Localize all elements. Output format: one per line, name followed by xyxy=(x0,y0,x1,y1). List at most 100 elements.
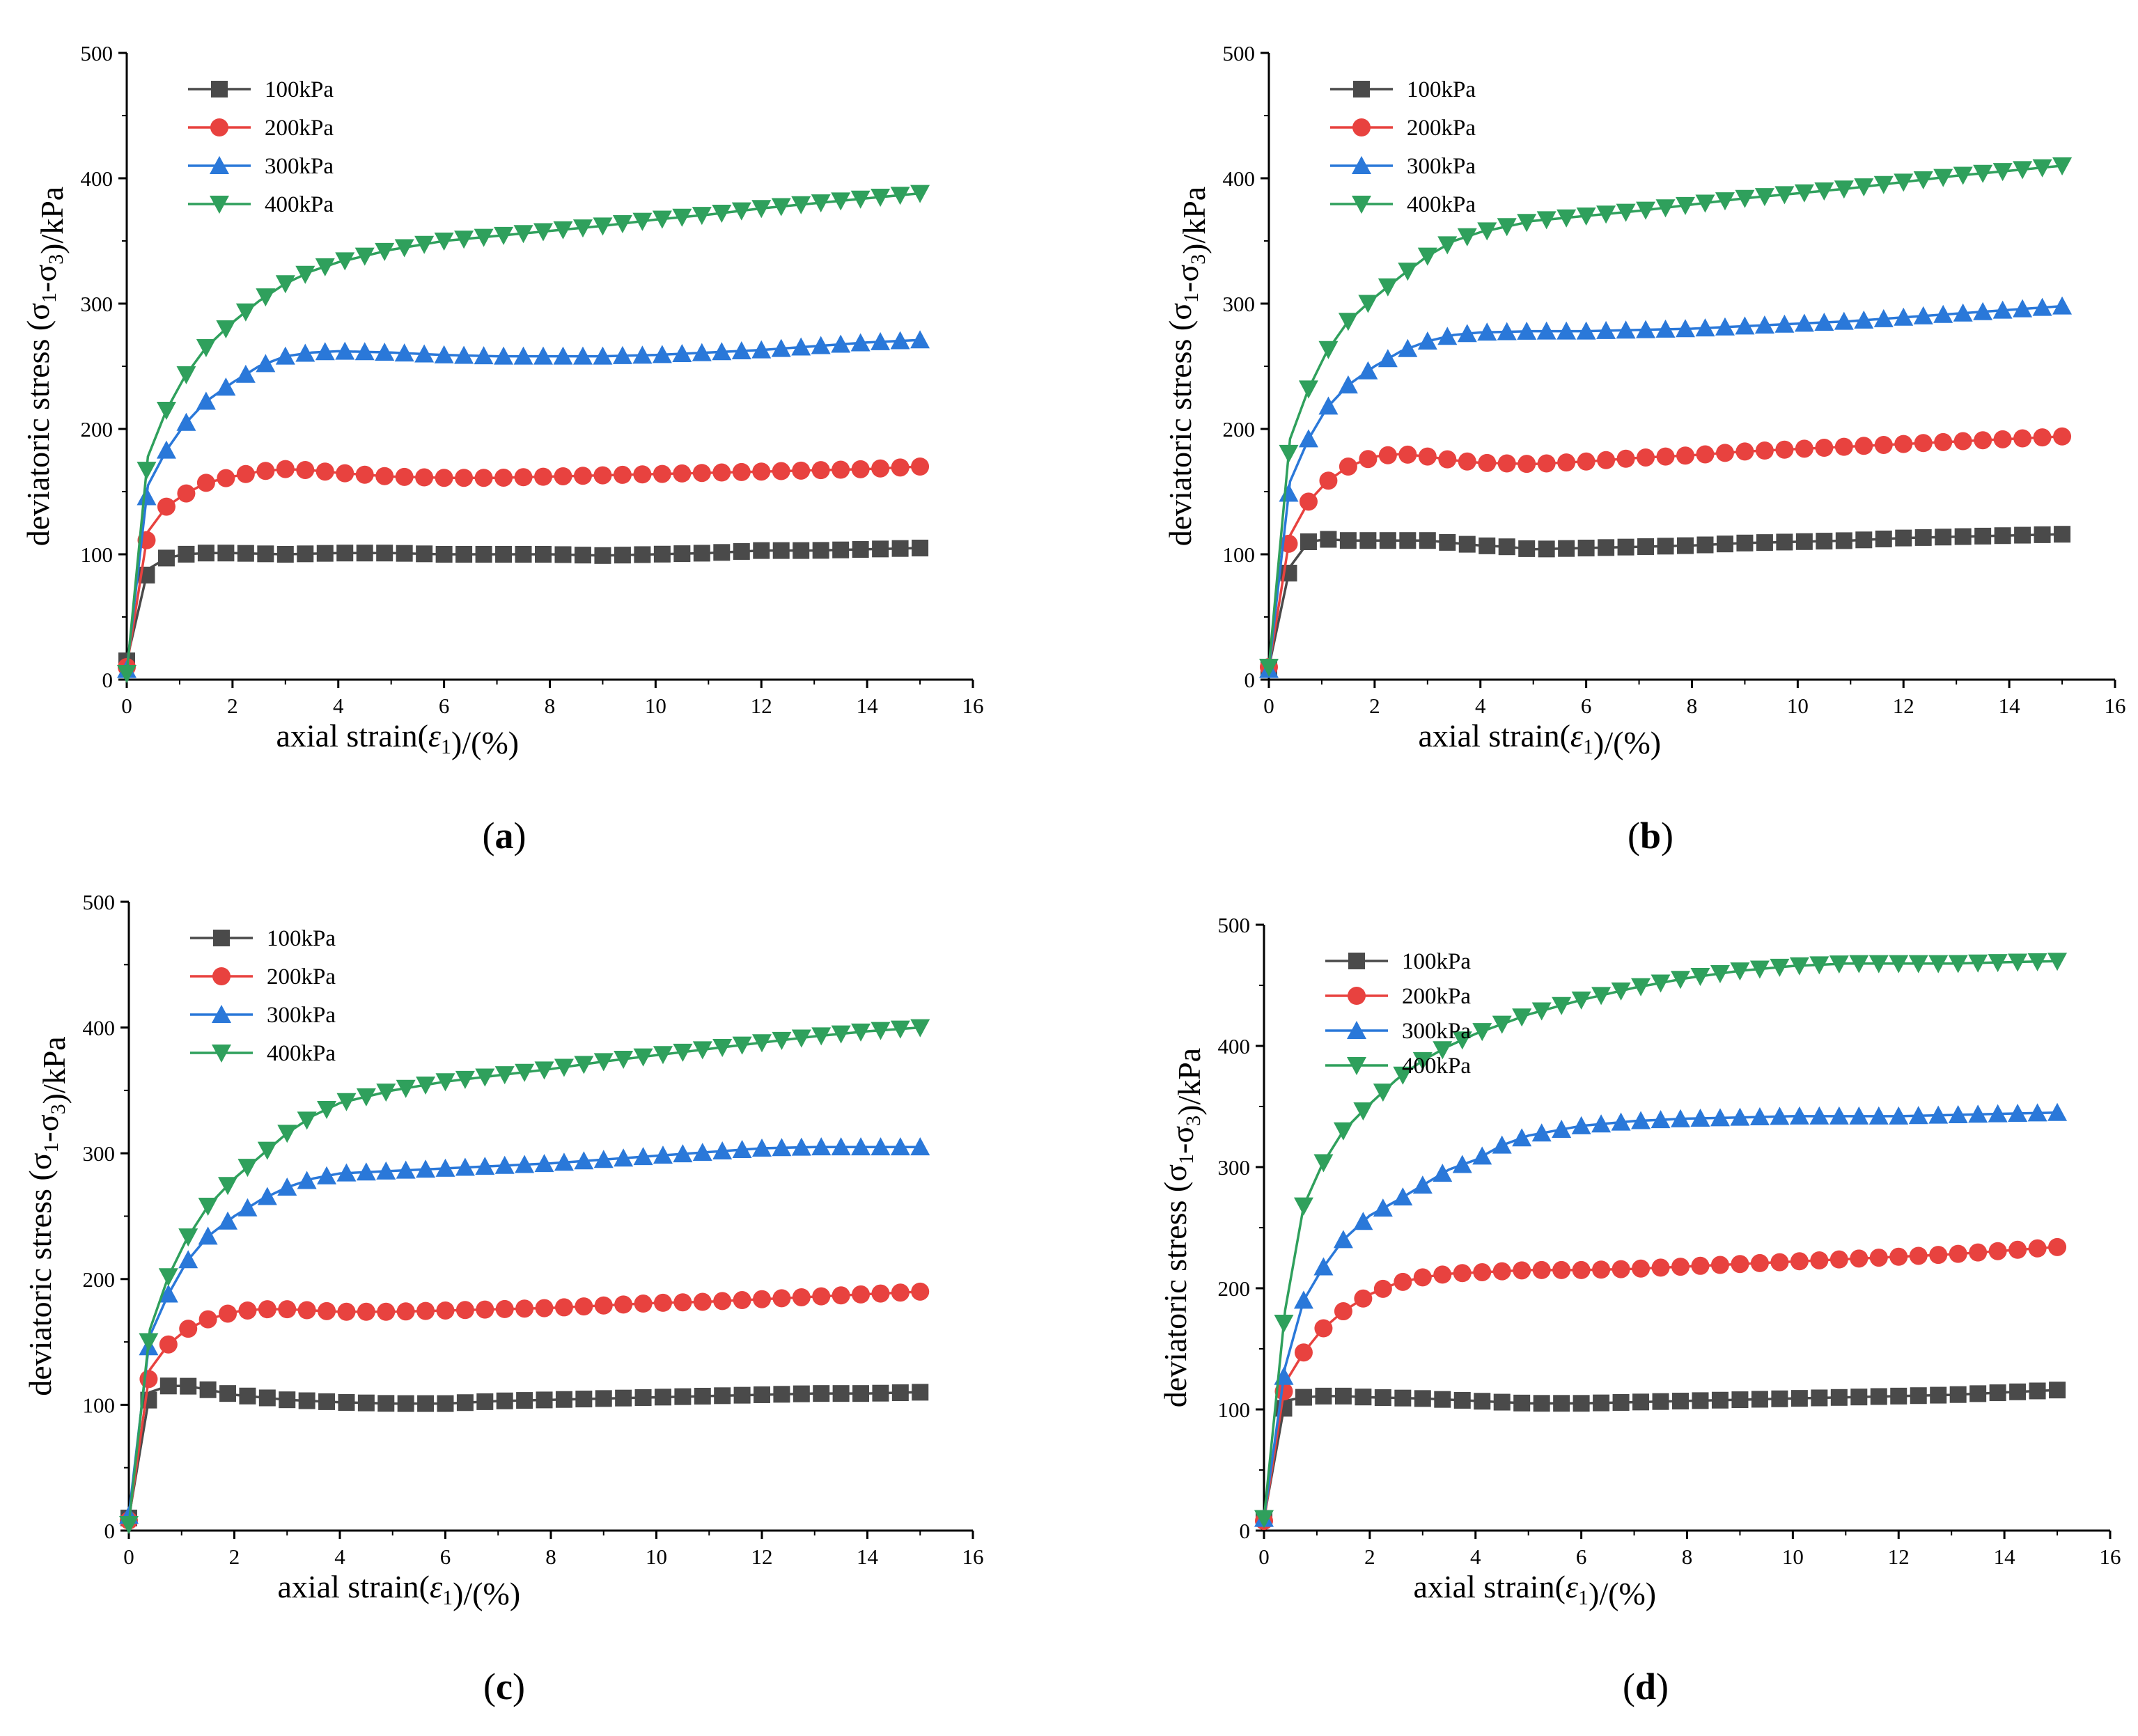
data-point xyxy=(257,545,274,563)
data-point xyxy=(732,1036,752,1055)
data-point xyxy=(1935,529,1952,546)
y-tick-label: 300 xyxy=(83,1141,116,1166)
data-point xyxy=(275,275,295,294)
data-point xyxy=(1849,955,1869,973)
data-point xyxy=(1517,455,1536,474)
legend-marker xyxy=(212,1005,231,1023)
data-point xyxy=(634,546,651,563)
data-point xyxy=(533,346,554,365)
data-point xyxy=(354,247,375,266)
data-point xyxy=(434,233,454,251)
data-point xyxy=(1814,182,1834,201)
data-point xyxy=(1690,967,1710,986)
data-point xyxy=(356,1162,376,1181)
y-tick-label: 100 xyxy=(1223,542,1256,567)
x-tick-label: 4 xyxy=(334,1545,345,1569)
data-point xyxy=(1913,171,1933,190)
series-300kPa xyxy=(119,1137,930,1524)
y-axis-title: deviatoric stress (σ1-σ3)/kPa xyxy=(1157,1048,1207,1407)
series-400kPa xyxy=(1259,157,2073,677)
data-point xyxy=(653,1046,673,1065)
data-point xyxy=(1953,432,1972,451)
data-point xyxy=(376,545,393,562)
data-point xyxy=(237,1159,258,1178)
data-point xyxy=(1974,527,1992,545)
data-point xyxy=(1279,483,1299,502)
data-point xyxy=(1992,163,2013,182)
data-point xyxy=(771,338,791,357)
data-point xyxy=(396,1079,416,1098)
data-point xyxy=(613,465,632,484)
data-point xyxy=(1835,532,1852,549)
data-point xyxy=(1611,1112,1631,1131)
data-point xyxy=(634,1389,652,1407)
data-point xyxy=(910,1137,930,1156)
data-point xyxy=(1259,659,1279,677)
data-point xyxy=(159,1335,178,1354)
data-point xyxy=(1855,437,1873,455)
data-point xyxy=(2052,157,2073,175)
data-point xyxy=(1814,313,1834,331)
data-point xyxy=(751,200,772,219)
data-point xyxy=(910,330,930,349)
data-point xyxy=(437,1395,454,1412)
data-point xyxy=(395,467,414,486)
chart-panel-d: 0 2 4 6 8 10 12 14 16 0 100 200 300 400 500 axial strai… xyxy=(1157,913,2121,1707)
data-point xyxy=(1517,214,1537,233)
data-point xyxy=(832,460,850,479)
data-point xyxy=(1592,1260,1611,1279)
data-point xyxy=(1314,1319,1333,1338)
data-point xyxy=(1854,310,1874,329)
data-point xyxy=(1577,540,1595,556)
data-point xyxy=(1968,954,1988,973)
data-point xyxy=(1671,1109,1691,1127)
data-point xyxy=(1473,1262,1492,1281)
data-point xyxy=(1811,1389,1828,1407)
data-point xyxy=(1298,380,1318,399)
data-point xyxy=(198,1310,217,1329)
data-point xyxy=(1671,971,1691,990)
data-point xyxy=(712,1141,733,1160)
data-point xyxy=(1497,322,1517,341)
data-point xyxy=(1571,1116,1591,1134)
data-point xyxy=(357,1302,375,1321)
data-point xyxy=(396,1302,415,1321)
data-point xyxy=(2053,427,2072,446)
data-point xyxy=(1809,956,1829,975)
data-point xyxy=(792,461,811,480)
data-point xyxy=(1756,534,1773,552)
data-point xyxy=(475,546,492,563)
data-point xyxy=(731,202,751,221)
y-tick-label: 500 xyxy=(1218,913,1251,937)
data-point xyxy=(1730,962,1750,981)
data-point xyxy=(612,215,632,234)
data-point xyxy=(1695,318,1715,337)
legend-marker xyxy=(1348,987,1366,1005)
data-point xyxy=(1374,1389,1391,1407)
data-point xyxy=(1553,1395,1570,1412)
data-point xyxy=(236,464,255,483)
data-point xyxy=(1393,1187,1413,1206)
data-point xyxy=(536,1391,553,1409)
data-point xyxy=(1616,449,1635,468)
data-point xyxy=(1353,1212,1373,1230)
data-point xyxy=(1795,439,1813,458)
data-point xyxy=(1656,447,1675,466)
x-tick-label: 16 xyxy=(2100,1545,2121,1569)
data-point xyxy=(811,336,831,354)
data-point xyxy=(714,1387,731,1405)
data-point xyxy=(575,1391,593,1408)
data-point xyxy=(1358,361,1378,380)
legend-marker xyxy=(1352,196,1371,214)
data-point xyxy=(239,1387,256,1405)
data-point xyxy=(1890,1387,1907,1405)
panel-label: (d) xyxy=(1623,1666,1669,1707)
data-point xyxy=(1657,538,1674,555)
data-point xyxy=(793,1385,810,1402)
data-point xyxy=(1497,218,1517,237)
data-point xyxy=(1474,1393,1491,1410)
data-point xyxy=(792,1288,811,1306)
data-point xyxy=(633,1048,653,1067)
data-point xyxy=(1497,454,1516,473)
series-line xyxy=(125,547,921,662)
